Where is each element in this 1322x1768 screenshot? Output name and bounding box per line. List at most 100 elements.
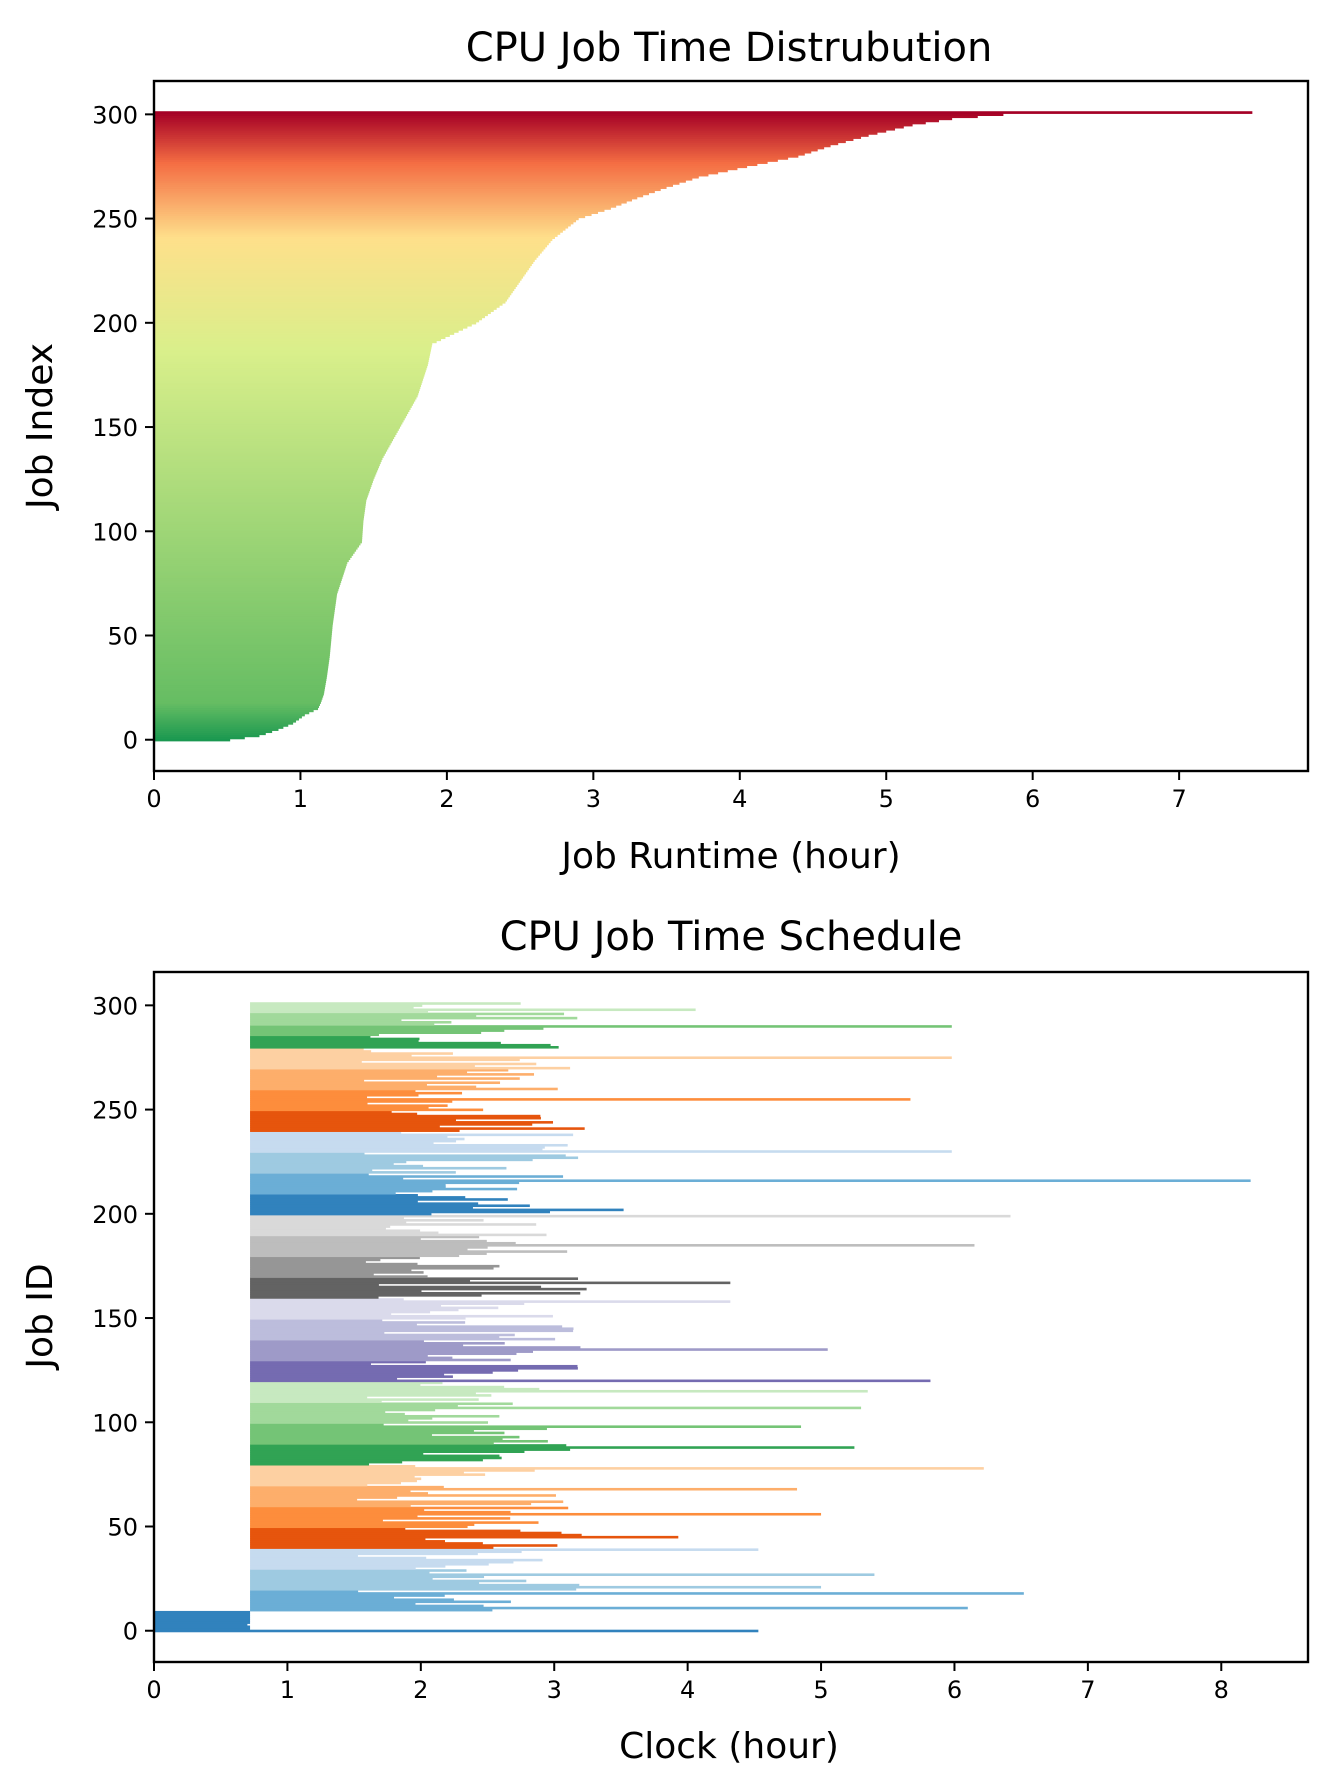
runtime-bar	[154, 444, 390, 448]
job-bar	[250, 1187, 518, 1191]
job-bar	[250, 1531, 562, 1535]
job-bar	[250, 1221, 407, 1224]
runtime-bar	[154, 294, 510, 298]
runtime-bar	[154, 467, 379, 471]
runtime-bar	[154, 569, 345, 573]
distribution-y-tick-label: 0	[123, 727, 138, 755]
job-bar	[250, 1189, 433, 1193]
job-bar	[250, 1487, 798, 1491]
runtime-bar	[154, 284, 518, 287]
runtime-bar	[154, 169, 728, 173]
job-bar	[250, 1565, 446, 1568]
runtime-bar	[154, 457, 383, 460]
runtime-bar	[154, 148, 818, 152]
job-bar	[250, 1344, 464, 1347]
job-bar	[250, 1008, 696, 1012]
runtime-bar	[154, 177, 693, 181]
job-bar	[250, 1552, 478, 1556]
runtime-bar	[154, 438, 394, 442]
job-bar	[250, 1129, 460, 1132]
runtime-bar	[154, 342, 433, 346]
job-bar	[250, 1573, 875, 1576]
runtime-bar	[154, 382, 422, 385]
runtime-bar	[154, 184, 674, 187]
job-bar	[250, 1479, 417, 1483]
runtime-bar	[154, 592, 338, 596]
job-bar	[250, 1506, 569, 1510]
job-bar	[250, 1087, 558, 1091]
job-bar	[250, 1150, 952, 1153]
distribution-x-ticks: 0 1 2 3 4 5 6 7	[146, 771, 1187, 813]
runtime-bar	[154, 513, 365, 517]
job-bar	[250, 1260, 366, 1264]
runtime-bar	[154, 657, 330, 661]
distribution-x-tick-label: 1	[293, 785, 308, 813]
job-bar	[250, 1075, 438, 1078]
job-bar	[250, 1146, 545, 1149]
job-bar	[250, 1429, 474, 1433]
job-bar	[250, 1481, 401, 1485]
runtime-bar	[154, 175, 699, 179]
runtime-bar	[154, 334, 450, 337]
job-bar	[250, 1225, 391, 1228]
runtime-bar	[154, 155, 799, 158]
job-bar	[250, 1394, 492, 1397]
runtime-bar	[154, 129, 887, 133]
job-bar	[250, 1231, 439, 1235]
job-bar	[250, 1283, 379, 1287]
runtime-bar	[154, 219, 577, 223]
runtime-bar	[154, 684, 326, 688]
runtime-bar	[154, 446, 389, 450]
job-bar	[250, 1279, 471, 1283]
job-bar	[250, 1102, 368, 1105]
runtime-bar	[154, 259, 535, 262]
job-bar	[250, 1504, 411, 1508]
runtime-bar	[154, 584, 340, 588]
runtime-bar	[154, 694, 324, 698]
runtime-bar	[154, 534, 363, 538]
runtime-bar	[154, 476, 375, 479]
job-bar	[250, 1010, 429, 1014]
runtime-bar	[154, 699, 322, 702]
runtime-bar	[154, 626, 333, 629]
runtime-bar	[154, 323, 472, 327]
job-bar	[250, 1050, 372, 1053]
job-bar	[250, 1166, 507, 1170]
job-bar	[250, 1302, 525, 1305]
runtime-bar	[154, 117, 953, 121]
job-bar	[250, 1083, 427, 1087]
job-bar	[250, 1396, 368, 1399]
runtime-bar	[154, 121, 926, 125]
job-bar	[250, 1421, 489, 1424]
job-bar	[250, 1406, 862, 1410]
runtime-bar	[154, 498, 367, 502]
runtime-bar	[154, 428, 399, 431]
job-bar	[250, 1027, 544, 1030]
runtime-bar	[154, 576, 343, 579]
job-bar	[250, 1540, 446, 1543]
runtime-bar	[154, 436, 395, 440]
job-bar	[250, 1214, 1011, 1218]
job-bar	[250, 1469, 535, 1472]
job-bar	[250, 1133, 574, 1137]
runtime-bar	[154, 617, 334, 621]
job-bar	[250, 1208, 624, 1212]
runtime-bar	[154, 275, 524, 279]
job-bar	[250, 1598, 454, 1602]
schedule-x-tick-label: 7	[1080, 1676, 1095, 1704]
job-bar	[250, 1483, 368, 1487]
runtime-bar	[154, 582, 341, 586]
runtime-bar	[154, 190, 655, 194]
runtime-bar	[154, 661, 329, 665]
job-bar	[250, 1219, 484, 1222]
job-bar	[250, 1371, 493, 1374]
runtime-bar	[154, 609, 335, 613]
job-bar	[250, 1498, 358, 1501]
job-bar	[250, 1562, 489, 1566]
runtime-bar	[154, 671, 328, 675]
runtime-bar	[154, 398, 416, 402]
runtime-bar	[154, 196, 638, 200]
job-bar	[154, 1621, 251, 1624]
job-bar	[250, 1367, 578, 1370]
runtime-bar	[154, 734, 260, 738]
